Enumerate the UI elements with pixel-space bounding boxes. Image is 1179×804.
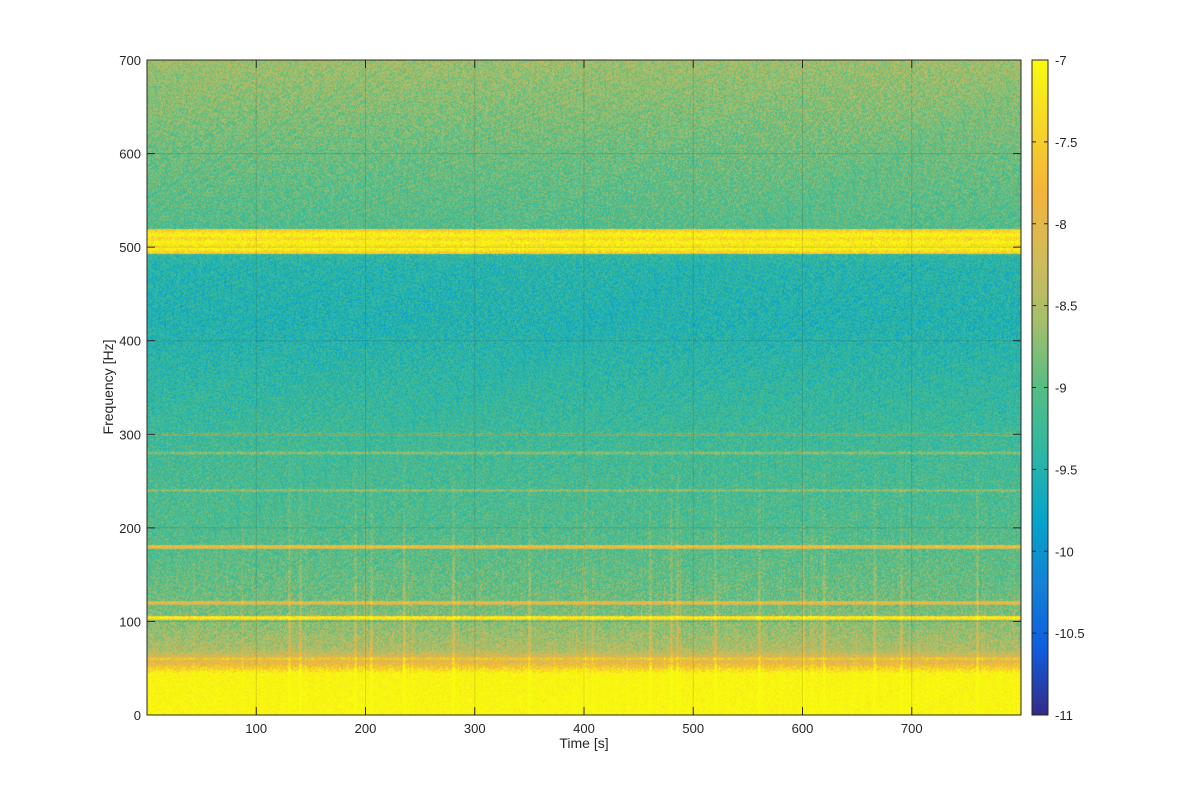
x-tick-label: 200: [355, 721, 377, 736]
x-tick-label: 300: [464, 721, 486, 736]
spectrogram-heatmap: [147, 60, 1021, 715]
x-tick-label: 600: [792, 721, 814, 736]
y-tick-label: 0: [134, 708, 141, 723]
y-tick-label: 700: [119, 53, 141, 68]
x-axis-tick-labels: 100 200 300 400 500 600 700: [245, 721, 922, 736]
colorbar-tick-label: -9: [1055, 381, 1067, 396]
y-tick-label: 500: [119, 240, 141, 255]
colorbar-tick-label: -7.5: [1055, 135, 1077, 150]
y-tick-label: 300: [119, 427, 141, 442]
y-tick-label: 100: [119, 614, 141, 629]
colorbar-tick-label: -11: [1055, 708, 1073, 723]
colorbar: -11 -10.5 -10 -9.5 -9 -8.5 -8 -7.5 -7: [1031, 53, 1085, 723]
y-axis-label: Frequency [Hz]: [100, 340, 116, 435]
x-tick-label: 500: [682, 721, 704, 736]
colorbar-tick-label: -7: [1055, 53, 1067, 68]
axis-ticks: [147, 59, 1021, 716]
x-tick-label: 400: [573, 721, 595, 736]
colorbar-ticks: -11 -10.5 -10 -9.5 -9 -8.5 -8 -7.5 -7: [1032, 53, 1085, 723]
y-axis-tick-labels: 0 100 200 300 400 500 600 700: [119, 53, 141, 723]
x-tick-label: 700: [901, 721, 923, 736]
y-tick-label: 600: [119, 147, 141, 162]
y-tick-label: 200: [119, 521, 141, 536]
y-tick-label: 400: [119, 334, 141, 349]
colorbar-tick-label: -8.5: [1055, 299, 1077, 314]
x-tick-label: 100: [245, 721, 267, 736]
colorbar-tick-label: -9.5: [1055, 462, 1077, 477]
colorbar-tick-label: -10.5: [1055, 626, 1085, 641]
colorbar-tick-label: -8: [1055, 217, 1067, 232]
colorbar-tick-label: -10: [1055, 544, 1074, 559]
x-axis-label: Time [s]: [559, 735, 608, 751]
